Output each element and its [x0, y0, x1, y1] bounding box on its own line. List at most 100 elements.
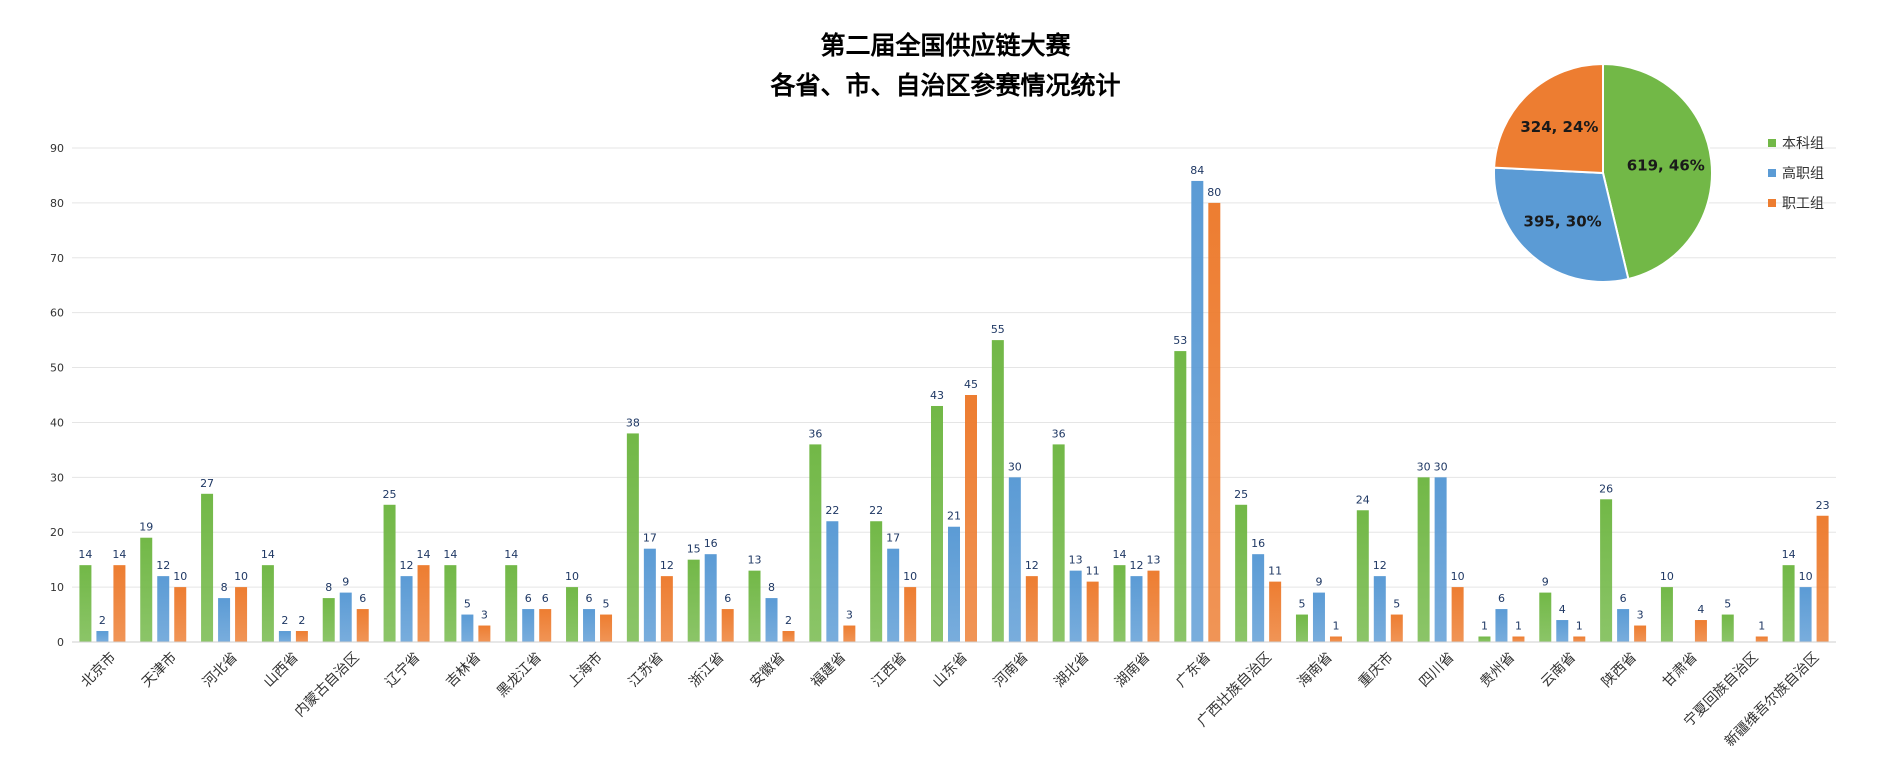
data-label: 12: [1373, 559, 1387, 572]
data-label: 84: [1190, 164, 1204, 177]
bar: [157, 576, 170, 642]
bar: [643, 548, 656, 642]
bars: [79, 180, 1829, 642]
data-label: 9: [342, 576, 349, 589]
y-tick-label: 60: [50, 307, 64, 320]
data-label: 22: [825, 504, 839, 517]
bar: [843, 625, 856, 642]
legend: 本科组 高职组 职工组: [1768, 128, 1824, 218]
legend-swatch-blue: [1768, 169, 1776, 177]
bar: [600, 614, 613, 642]
data-label: 36: [808, 427, 822, 440]
legend-item-vocational: 高职组: [1768, 158, 1824, 188]
data-label: 6: [525, 592, 532, 605]
x-tick-label: 内蒙古自治区: [292, 650, 363, 721]
legend-swatch-orange: [1768, 199, 1776, 207]
bar: [1617, 609, 1630, 642]
data-label: 21: [947, 510, 961, 523]
bar: [965, 395, 977, 642]
bar: [721, 609, 734, 642]
data-label: 1: [1758, 620, 1765, 633]
bar: [79, 565, 92, 642]
data-label: 14: [261, 548, 275, 561]
data-label: 30: [1008, 460, 1022, 473]
x-tick-label: 江西省: [869, 650, 910, 691]
bar: [1417, 477, 1430, 642]
data-label: 6: [359, 592, 366, 605]
data-label: 5: [1393, 598, 1400, 611]
data-label: 13: [748, 554, 762, 567]
x-tick-label: 辽宁省: [382, 649, 424, 691]
bar: [174, 587, 187, 642]
data-label: 24: [1356, 493, 1370, 506]
x-tick-label: 湖北省: [1051, 650, 1092, 691]
data-label: 3: [846, 609, 853, 622]
bar: [1556, 620, 1569, 642]
y-tick-label: 70: [50, 252, 64, 265]
bar: [1252, 554, 1265, 642]
data-label: 8: [221, 581, 228, 594]
bar: [278, 631, 291, 642]
data-label: 6: [542, 592, 549, 605]
bar: [1008, 477, 1021, 642]
x-tick-label: 江苏省: [626, 650, 667, 691]
data-label: 9: [1542, 576, 1549, 589]
bar: [1174, 351, 1187, 642]
data-label: 14: [112, 548, 126, 561]
x-tick-label: 贵州省: [1477, 650, 1518, 691]
data-label: 10: [1660, 570, 1674, 583]
bar: [1799, 587, 1812, 642]
bar: [660, 576, 673, 642]
bar: [522, 609, 535, 642]
x-tick-label: 吉林省: [443, 650, 484, 691]
x-tick-label: 重庆市: [1355, 649, 1397, 691]
bar: [1573, 636, 1586, 642]
data-label: 12: [660, 559, 674, 572]
y-tick-label: 30: [50, 471, 64, 484]
bar: [704, 554, 717, 642]
x-tick-label: 浙江省: [687, 650, 728, 691]
data-label: 3: [1637, 609, 1644, 622]
bar: [1312, 592, 1325, 642]
data-label: 53: [1173, 334, 1187, 347]
x-tick-label: 安徽省: [747, 650, 788, 691]
data-label: 10: [234, 570, 248, 583]
bar: [887, 548, 900, 642]
bar: [1634, 625, 1647, 642]
y-tick-label: 40: [50, 416, 64, 429]
data-label: 5: [464, 598, 471, 611]
x-tick-label: 天津市: [138, 649, 180, 691]
data-label: 5: [603, 598, 610, 611]
pie-slice: [1493, 166, 1630, 283]
legend-item-undergrad: 本科组: [1768, 128, 1824, 158]
bar: [383, 504, 396, 642]
bar: [870, 521, 883, 642]
chart-title-line2: 各省、市、自治区参赛情况统计: [770, 71, 1121, 100]
pie-slice-label: 324, 24%: [1520, 118, 1598, 136]
bar: [1434, 477, 1447, 642]
data-label: 26: [1599, 482, 1613, 495]
data-label: 12: [1129, 559, 1143, 572]
x-tick-label: 山东省: [930, 650, 971, 691]
data-label: 14: [443, 548, 457, 561]
data-label: 8: [325, 581, 332, 594]
x-tick-label: 陕西省: [1599, 650, 1640, 691]
data-label: 10: [903, 570, 917, 583]
legend-item-staff: 职工组: [1768, 188, 1824, 218]
data-label: 6: [1498, 592, 1505, 605]
bar: [1660, 587, 1673, 642]
data-label: 80: [1207, 186, 1221, 199]
data-label: 11: [1086, 565, 1100, 578]
legend-label: 高职组: [1782, 166, 1824, 182]
legend-swatch-green: [1768, 139, 1776, 147]
legend-label: 本科组: [1782, 136, 1824, 152]
bar: [931, 405, 943, 642]
data-label: 36: [1052, 427, 1066, 440]
data-label: 2: [99, 614, 106, 627]
x-tick-label: 山西省: [261, 650, 302, 691]
bar: [1721, 614, 1734, 642]
bar: [566, 587, 579, 642]
bar: [1113, 565, 1126, 642]
